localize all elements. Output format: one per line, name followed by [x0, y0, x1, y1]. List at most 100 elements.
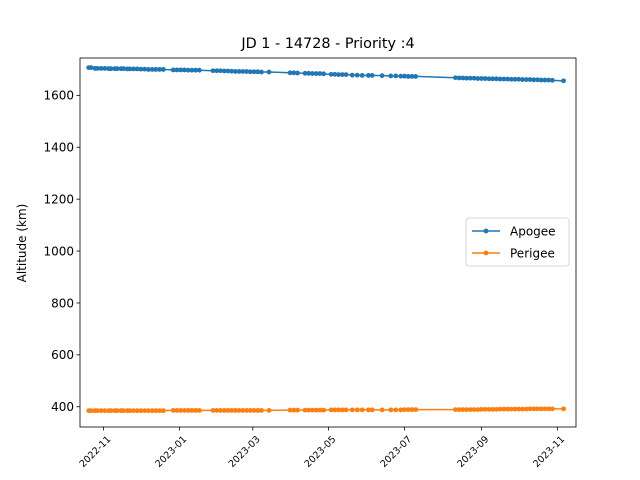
data-point-apogee [475, 76, 481, 81]
data-point-perigee [160, 408, 166, 414]
data-point-apogee [398, 73, 404, 79]
data-point-perigee [295, 407, 300, 413]
data-point-apogee [366, 72, 371, 78]
data-point-apogee [259, 69, 264, 75]
data-point-perigee [339, 407, 345, 413]
data-point-perigee [221, 407, 227, 413]
data-point-apogee [405, 74, 411, 79]
data-point-perigee [247, 407, 253, 413]
data-point-apogee [542, 77, 548, 83]
data-point-perigee [196, 407, 202, 413]
data-point-perigee [313, 407, 319, 413]
data-point-perigee [505, 406, 511, 412]
data-point-perigee [475, 407, 481, 413]
data-point-apogee [336, 72, 341, 78]
data-point-perigee [512, 406, 518, 412]
data-point-perigee [229, 407, 235, 413]
data-point-apogee [185, 67, 191, 73]
y-tick-label: 1400 [43, 141, 74, 155]
data-point-perigee [479, 406, 484, 412]
data-point-perigee [393, 407, 399, 413]
data-point-apogee [409, 74, 415, 79]
data-point-perigee [121, 408, 126, 414]
plot-frame [79, 57, 577, 428]
data-point-apogee [512, 76, 518, 82]
data-point-perigee [531, 406, 537, 412]
data-point-apogee [349, 72, 355, 78]
data-point-apogee [464, 75, 470, 81]
data-point-perigee [486, 406, 492, 412]
data-point-apogee [189, 67, 195, 73]
data-point-perigee [527, 406, 533, 412]
data-point-apogee [182, 67, 187, 73]
y-tick-label: 1600 [43, 89, 74, 103]
data-point-perigee [114, 408, 120, 414]
data-point-perigee [538, 406, 544, 412]
data-point-apogee [369, 72, 375, 78]
data-point-perigee [405, 407, 411, 413]
data-point-perigee [240, 407, 246, 413]
data-point-apogee [508, 76, 514, 82]
data-point-perigee [142, 408, 148, 414]
data-point-perigee [182, 407, 187, 413]
data-point-apogee [479, 76, 484, 81]
data-point-perigee [549, 406, 555, 412]
data-point-apogee [471, 75, 477, 81]
data-point-apogee [244, 69, 249, 74]
data-point-apogee [302, 70, 308, 76]
data-point-perigee [523, 406, 529, 412]
data-point-apogee [196, 67, 202, 73]
data-point-apogee [145, 67, 151, 72]
data-point-apogee [255, 69, 261, 75]
data-point-perigee [138, 408, 144, 414]
data-point-perigee [379, 407, 385, 413]
data-point-apogee [561, 78, 566, 84]
data-point-apogee [214, 68, 220, 74]
data-point-apogee [546, 77, 552, 83]
y-tick-label: 1200 [43, 192, 74, 206]
data-point-perigee [185, 407, 191, 413]
data-point-apogee [98, 65, 104, 71]
data-point-apogee [229, 68, 235, 74]
data-point-perigee [354, 407, 360, 413]
data-point-apogee [460, 75, 466, 81]
data-point-apogee [379, 73, 385, 79]
data-point-perigee [494, 406, 499, 412]
data-point-apogee [388, 73, 394, 79]
data-point-apogee [251, 69, 257, 75]
data-point-perigee [259, 407, 264, 413]
data-point-perigee [343, 407, 349, 413]
data-point-perigee [467, 407, 473, 413]
data-point-perigee [214, 407, 220, 413]
data-point-perigee [225, 407, 231, 413]
data-point-apogee [88, 65, 94, 70]
data-point-perigee [561, 406, 566, 412]
data-point-apogee [359, 72, 365, 78]
data-point-perigee [535, 406, 540, 412]
data-point-apogee [313, 71, 319, 76]
legend-marker-apogee [483, 228, 489, 234]
data-point-perigee [251, 407, 257, 413]
legend-label-perigee: Perigee [510, 246, 555, 260]
data-point-perigee [464, 407, 470, 413]
data-point-perigee [244, 407, 249, 413]
data-point-perigee [108, 408, 114, 414]
data-point-perigee [102, 408, 108, 414]
data-point-apogee [266, 69, 272, 75]
data-point-apogee [486, 76, 492, 82]
data-point-perigee [134, 408, 140, 414]
y-axis-label: Altitude (km) [15, 204, 29, 283]
data-point-perigee [542, 406, 548, 412]
data-point-apogee [236, 69, 242, 74]
data-point-apogee [482, 76, 488, 81]
data-point-apogee [531, 77, 537, 83]
data-point-apogee [149, 67, 155, 72]
data-point-perigee [520, 406, 525, 412]
data-point-apogee [402, 73, 407, 79]
data-point-apogee [170, 67, 176, 73]
data-point-perigee [328, 407, 334, 413]
data-point-perigee [149, 408, 155, 414]
data-point-apogee [339, 72, 345, 78]
data-point-perigee [398, 407, 404, 413]
